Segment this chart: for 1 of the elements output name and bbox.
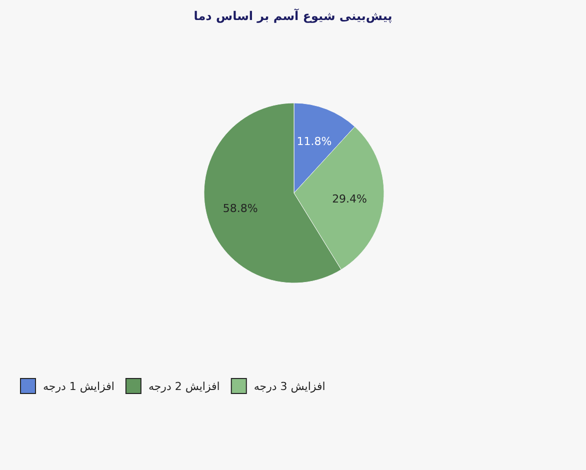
title: پیش‌بینی شیوع آسم بر اساس دما bbox=[194, 9, 392, 23]
